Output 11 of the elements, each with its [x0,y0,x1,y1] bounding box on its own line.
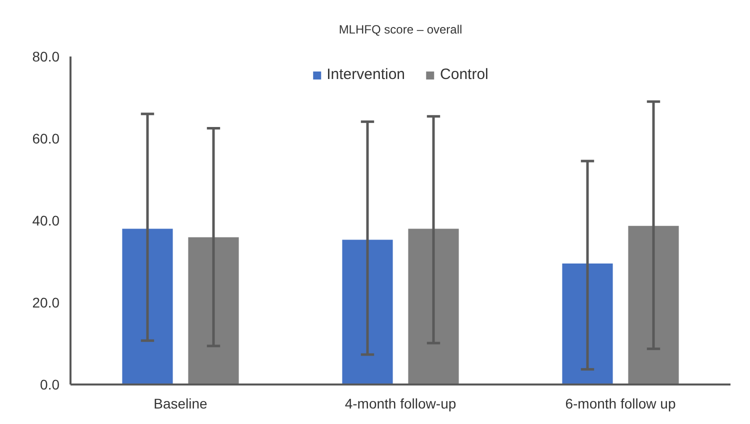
x-tick-label: 4-month follow-up [344,396,456,412]
legend-label: Control [440,66,488,83]
y-tick-label: 0.0 [40,376,60,392]
y-tick-label: 80.0 [32,48,60,64]
y-tick-label: 60.0 [32,130,60,146]
y-tick-label: 20.0 [32,294,60,310]
chart-title: MLHFQ score – overall [338,22,462,36]
legend-label: Intervention [326,66,406,83]
y-tick-label: 40.0 [32,212,60,228]
x-tick-label: 6-month follow up [565,396,676,412]
x-tick-label: Baseline [154,396,208,412]
